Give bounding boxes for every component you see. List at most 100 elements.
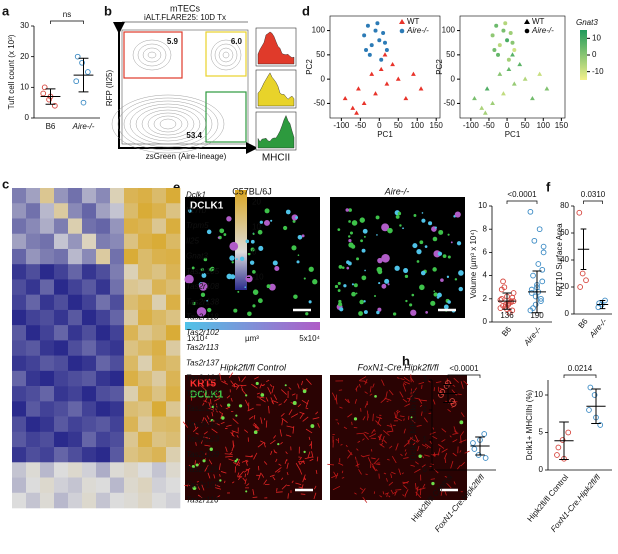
tissue-fiber: [225, 407, 229, 410]
tissue-fiber: [399, 391, 404, 398]
panel-letter: d: [302, 3, 310, 18]
tissue-fiber: [402, 481, 409, 484]
tissue-fiber: [424, 443, 431, 449]
data-point: [530, 272, 536, 279]
tissue-fiber: [316, 456, 319, 462]
data-point: [536, 226, 543, 233]
cell-blob: [305, 312, 309, 316]
tissue-fiber: [354, 456, 357, 460]
data-point: [596, 300, 603, 307]
cell-blob: [258, 245, 264, 251]
gate-value: 6.0: [231, 37, 243, 46]
heat-cell: [96, 492, 111, 509]
cell-blob: [192, 486, 197, 490]
data-point: [498, 286, 505, 293]
data-point: [494, 23, 499, 28]
tissue-fiber: [280, 477, 284, 481]
data-point: [369, 43, 374, 48]
cell-blob: [337, 281, 341, 285]
heat-cell: [138, 416, 153, 433]
tissue-fiber: [364, 402, 368, 408]
heat-cell: [12, 188, 27, 204]
tissue-fiber: [337, 422, 340, 425]
y-tick-label: 20: [560, 282, 569, 291]
tissue-fiber: [390, 473, 393, 479]
heat-cell: [26, 477, 41, 494]
cell-blob: [277, 442, 280, 446]
y-tick-label: 100: [442, 26, 456, 35]
x-axis-label: PC1: [505, 130, 521, 139]
cell-blob: [364, 269, 366, 272]
heat-cell: [152, 477, 167, 494]
cell-blob: [362, 228, 368, 234]
heat-cell: [124, 477, 139, 494]
data-point: [586, 407, 592, 413]
heat-cell: [40, 340, 55, 356]
tissue-fiber: [286, 462, 289, 469]
heat-cell: [138, 233, 153, 250]
tissue-fiber: [453, 481, 456, 485]
row-label: Tas2r104: [186, 374, 220, 383]
data-point: [383, 40, 387, 45]
tissue-fiber: [418, 382, 425, 385]
heat-cell: [12, 355, 27, 372]
tissue-fiber: [281, 417, 288, 423]
tissue-fiber: [194, 423, 197, 430]
tissue-fiber: [245, 459, 248, 466]
cell-blob: [399, 224, 402, 227]
heat-cell: [152, 431, 167, 448]
colorbar: [235, 190, 247, 290]
tissue-fiber: [295, 482, 302, 485]
y-tick-label: 80: [560, 201, 569, 210]
tissue-fiber: [240, 384, 247, 387]
panel-letter: h: [402, 353, 410, 368]
tissue-fiber: [241, 459, 248, 463]
tissue-fiber: [404, 493, 407, 498]
mean-error: [498, 292, 516, 310]
heat-cell: [138, 431, 153, 448]
tissue-fiber: [410, 388, 412, 395]
tissue-fiber: [403, 381, 410, 385]
cell-blob: [360, 239, 363, 243]
significance-bracket: [447, 374, 481, 378]
data-point: [395, 76, 401, 81]
tissue-fiber: [300, 493, 306, 495]
heat-cell: [152, 218, 167, 235]
cell-blob: [351, 220, 358, 226]
tissue-fiber: [447, 409, 451, 413]
data-point: [73, 78, 80, 85]
data-point: [540, 243, 547, 250]
tissue-fiber: [391, 455, 397, 464]
tissue-fiber: [214, 391, 218, 395]
cell-blob: [428, 221, 433, 226]
data-point: [490, 33, 495, 38]
tissue-fiber: [271, 385, 275, 394]
heat-cell: [82, 340, 97, 356]
heat-cell: [40, 370, 55, 387]
heat-cell: [54, 447, 69, 463]
tissue-fiber: [228, 458, 234, 462]
tissue-fiber: [382, 491, 385, 495]
tissue-fiber: [270, 450, 273, 455]
tissue-fiber: [450, 460, 454, 469]
tissue-fiber: [331, 392, 337, 400]
legend-marker: [399, 19, 405, 24]
tissue-fiber: [347, 413, 353, 418]
heat-cell: [166, 355, 181, 372]
data-point: [559, 437, 566, 443]
heat-cell: [82, 279, 97, 295]
heat-cell: [68, 233, 83, 250]
cell-blob: [206, 229, 212, 235]
tissue-fiber: [364, 431, 369, 435]
tissue-fiber: [369, 433, 377, 438]
row-label: Dclk1: [186, 191, 206, 200]
row-label: Tas2r107: [186, 480, 220, 489]
heat-cell: [110, 462, 125, 478]
heat-cell: [54, 370, 69, 387]
tissue-fiber: [311, 451, 314, 458]
flow-subtitle: iALT.FLARE25: 10D Tx: [144, 13, 226, 22]
tissue-fiber: [214, 484, 221, 488]
cell-blob: [413, 214, 417, 217]
tissue-fiber: [400, 378, 405, 381]
tissue-fiber: [430, 478, 436, 480]
